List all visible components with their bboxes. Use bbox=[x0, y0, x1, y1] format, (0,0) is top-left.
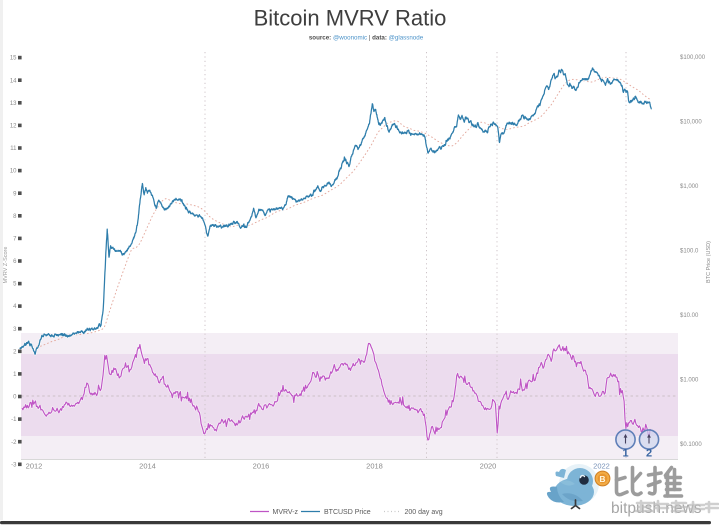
svg-text:5: 5 bbox=[13, 282, 17, 288]
svg-text:3: 3 bbox=[13, 327, 17, 333]
svg-text:2020: 2020 bbox=[480, 462, 497, 471]
svg-text:1: 1 bbox=[13, 372, 17, 378]
svg-text:BTCUSD Price: BTCUSD Price bbox=[324, 509, 371, 516]
svg-text:4: 4 bbox=[13, 304, 17, 310]
svg-text:-1: -1 bbox=[11, 417, 17, 423]
svg-text:9: 9 bbox=[13, 191, 17, 197]
svg-text:12: 12 bbox=[10, 124, 17, 130]
svg-text:10: 10 bbox=[10, 169, 17, 175]
svg-text:2016: 2016 bbox=[253, 462, 270, 471]
svg-text:6: 6 bbox=[13, 259, 17, 265]
svg-text:B: B bbox=[599, 474, 605, 484]
svg-text:15: 15 bbox=[10, 56, 17, 62]
svg-text:-3: -3 bbox=[11, 462, 17, 468]
svg-text:2: 2 bbox=[646, 448, 652, 460]
svg-text:11: 11 bbox=[10, 146, 17, 152]
svg-text:MVRV-z: MVRV-z bbox=[273, 509, 299, 516]
svg-text:$0.1000: $0.1000 bbox=[680, 442, 702, 448]
svg-text:13: 13 bbox=[10, 101, 17, 107]
svg-text:$10,000: $10,000 bbox=[680, 120, 702, 126]
svg-text:2022: 2022 bbox=[593, 462, 610, 471]
svg-text:$100.0: $100.0 bbox=[680, 249, 699, 255]
svg-text:2: 2 bbox=[13, 349, 17, 355]
svg-text:$1,000: $1,000 bbox=[680, 184, 699, 190]
svg-text:2012: 2012 bbox=[26, 462, 43, 471]
svg-text:0: 0 bbox=[13, 395, 17, 401]
svg-text:BTC Price (USD): BTC Price (USD) bbox=[706, 241, 712, 283]
svg-text:200 day avg: 200 day avg bbox=[405, 509, 443, 516]
svg-text:$1.000: $1.000 bbox=[680, 378, 699, 384]
svg-text:MVRV Z-Score: MVRV Z-Score bbox=[3, 247, 9, 284]
svg-text:source: @woonomic | data: @gla: source: @woonomic | data: @glassnode bbox=[309, 35, 424, 42]
svg-text:8: 8 bbox=[13, 214, 17, 220]
svg-text:2014: 2014 bbox=[139, 462, 156, 471]
svg-text:7: 7 bbox=[13, 237, 17, 243]
svg-text:14: 14 bbox=[10, 78, 17, 84]
svg-text:$10.00: $10.00 bbox=[680, 313, 699, 319]
svg-text:1: 1 bbox=[622, 448, 628, 460]
svg-text:2018: 2018 bbox=[366, 462, 383, 471]
svg-text:-2: -2 bbox=[11, 440, 17, 446]
svg-text:$100,000: $100,000 bbox=[680, 55, 706, 61]
svg-text:Bitcoin MVRV Ratio: Bitcoin MVRV Ratio bbox=[254, 6, 447, 31]
